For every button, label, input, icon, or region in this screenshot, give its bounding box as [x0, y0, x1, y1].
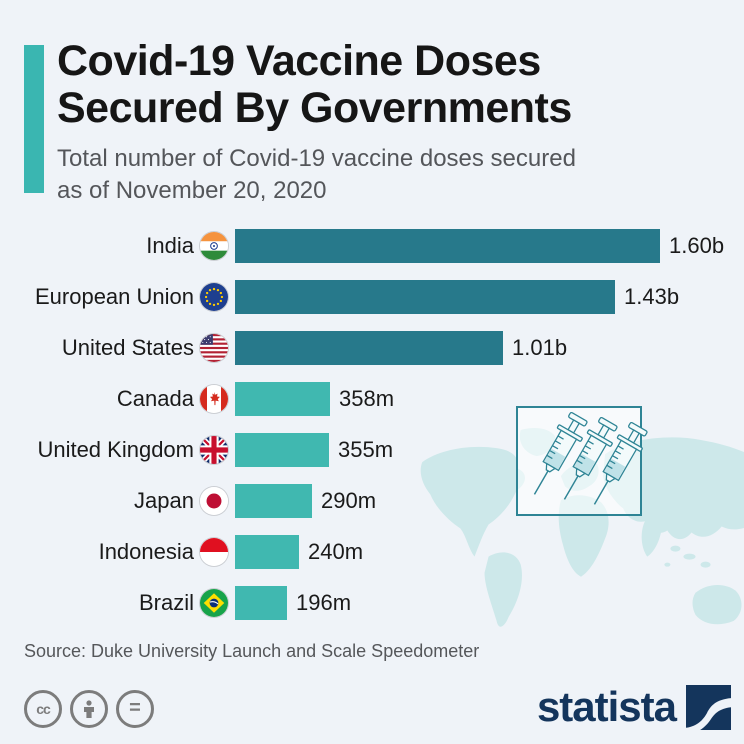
- bar-european-union: [235, 280, 615, 314]
- bar-brazil: [235, 586, 287, 620]
- subtitle-line-1: Total number of Covid-19 vaccine doses s…: [57, 145, 576, 172]
- value-label: 290m: [321, 488, 377, 513]
- country-label: Canada: [116, 386, 194, 411]
- cc-nd-equals-icon[interactable]: =: [116, 690, 154, 728]
- title-accent-bar: [24, 45, 44, 193]
- us-flag-icon: [200, 334, 228, 362]
- bar-united-kingdom: [235, 433, 329, 467]
- title-line-2: Secured By Governments: [57, 84, 572, 132]
- subtitle-line-2: as of November 20, 2020: [57, 177, 327, 204]
- page-title: Covid-19 Vaccine Doses Secured By Governm…: [57, 38, 572, 132]
- cc-letters: cc: [36, 701, 51, 717]
- country-label: European Union: [34, 284, 194, 309]
- india-flag-icon: [200, 232, 228, 260]
- statista-logo-mark: [686, 684, 731, 730]
- source-text: Source: Duke University Launch and Scale…: [24, 641, 480, 661]
- value-label: 1.60b: [669, 233, 725, 258]
- indonesia-flag-icon: [200, 538, 228, 566]
- cc-by-person-icon[interactable]: [70, 690, 108, 728]
- bar-indonesia: [235, 535, 299, 569]
- country-label: Indonesia: [98, 539, 194, 564]
- bar-canada: [235, 382, 330, 416]
- bar-united-states: [235, 331, 503, 365]
- chart-row-united-states: United States 1.01b: [24, 331, 724, 365]
- uk-flag-icon: [200, 436, 228, 464]
- chart-row-canada: Canada 358m: [24, 382, 724, 416]
- country-label: India: [146, 233, 194, 258]
- eu-flag-icon: [200, 283, 228, 311]
- chart-row-japan: Japan 290m: [24, 484, 724, 518]
- cc-icon[interactable]: cc: [24, 690, 62, 728]
- bar-japan: [235, 484, 312, 518]
- person-glyph: [84, 700, 94, 718]
- bar-india: [235, 229, 660, 263]
- country-label: United States: [61, 335, 194, 360]
- chart-subtitle: Total number of Covid-19 vaccine doses s…: [57, 143, 576, 207]
- country-label: United Kingdom: [37, 437, 194, 462]
- chart-row-united-kingdom: United Kingdom 355m: [24, 433, 724, 467]
- bar-chart: India 1.60b European Union 1.43b United Stat…: [24, 229, 724, 637]
- country-label: Japan: [134, 488, 194, 513]
- value-label: 358m: [339, 386, 395, 411]
- equals-glyph: =: [129, 696, 141, 719]
- value-label: 240m: [308, 539, 364, 564]
- chart-row-indonesia: Indonesia 240m: [24, 535, 724, 569]
- chart-row-india: India 1.60b: [24, 229, 724, 263]
- value-label: 355m: [338, 437, 394, 462]
- value-label: 1.01b: [512, 335, 568, 360]
- syringe-illustration-box: [516, 406, 652, 516]
- chart-row-brazil: Brazil 196m: [24, 586, 724, 620]
- brazil-flag-icon: [200, 589, 228, 617]
- value-label: 196m: [296, 590, 352, 615]
- license-icons[interactable]: cc =: [24, 690, 154, 728]
- value-label: 1.43b: [624, 284, 680, 309]
- japan-flag-icon: [200, 487, 228, 515]
- canada-flag-icon: [200, 385, 228, 413]
- country-label: Brazil: [138, 590, 194, 615]
- title-line-1: Covid-19 Vaccine Doses: [57, 37, 541, 85]
- statista-wordmark: statista: [536, 683, 677, 730]
- statista-logo[interactable]: statista: [537, 683, 731, 731]
- chart-row-european-union: European Union 1.43b: [24, 280, 724, 314]
